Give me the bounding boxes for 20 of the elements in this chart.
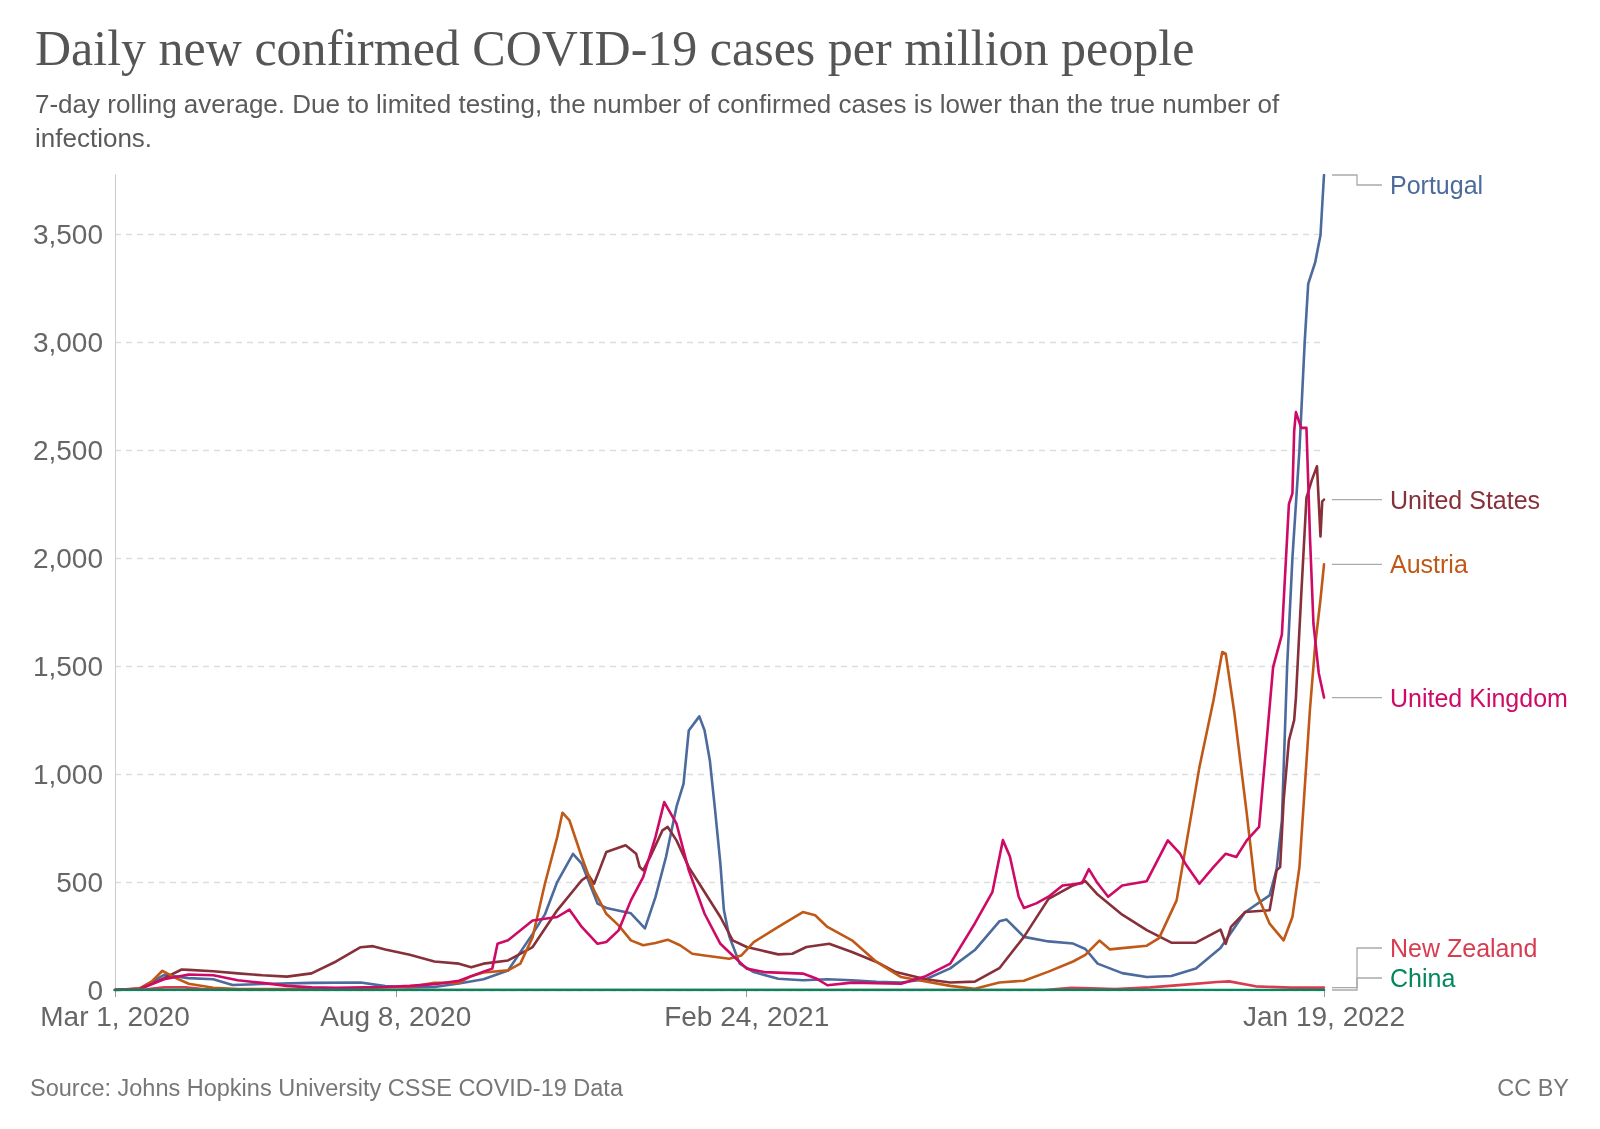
- y-tick-label: 3,500: [32, 218, 103, 250]
- source-note: Source: Johns Hopkins University CSSE COVID-19 Data: [30, 1075, 624, 1101]
- y-tick-label: 2,500: [32, 434, 103, 466]
- text: United States: [1390, 485, 1541, 514]
- text: Austria: [1390, 550, 1468, 579]
- text: CC BY: [1497, 1075, 1570, 1101]
- y-tick-label: 1,500: [32, 650, 103, 682]
- chart-subtitle: 7-day rolling average. Due to limited testing, the number of confirmed cases is lower than the true number of infections.: [35, 89, 1287, 153]
- text: Portugal: [1390, 171, 1484, 199]
- chart-title: Daily new confirmed COVID-19 cases per million people: [35, 20, 1195, 76]
- y-tick-label: 500: [56, 866, 103, 898]
- x-tick-label: Aug 8, 2020: [320, 1000, 472, 1032]
- x-tick-label: Feb 24, 2021: [664, 1000, 830, 1032]
- y-tick-label: 3,000: [32, 326, 103, 358]
- text: United Kingdom: [1390, 683, 1568, 712]
- y-tick-label: 2,000: [32, 542, 103, 574]
- text: China: [1390, 964, 1456, 992]
- text: New Zealand: [1390, 934, 1538, 962]
- y-tick-label: 1,000: [32, 758, 103, 790]
- x-tick-label: Jan 19, 2022: [1243, 1000, 1405, 1032]
